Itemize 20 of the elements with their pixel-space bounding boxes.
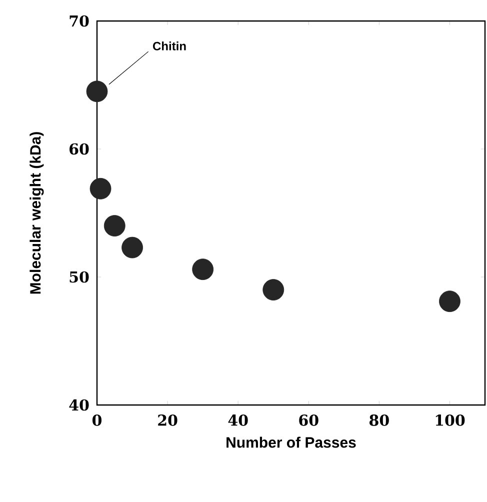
point: [262, 279, 284, 300]
x-tick-label: 0: [92, 414, 102, 426]
x-tick-label: 80: [370, 414, 389, 426]
point: [192, 258, 214, 280]
annotation: Chitin: [153, 42, 186, 50]
x-tick-label: 100: [436, 414, 465, 426]
y-tick-label: 40: [69, 399, 89, 411]
y-tick-label: 50: [70, 271, 89, 283]
y-tick-label: 60: [70, 143, 89, 155]
point: [90, 178, 112, 200]
y-axis-title: Molecular weight (kDa): [30, 132, 44, 294]
x-tick-label: 40: [228, 414, 248, 426]
point: [439, 290, 460, 312]
point: [122, 236, 143, 258]
x-tick-label: 60: [299, 414, 318, 426]
y-tick-label: 70: [70, 15, 89, 27]
x-axis-title: Number of Passes: [226, 436, 356, 448]
x-tick-label: 20: [158, 414, 178, 426]
point: [86, 80, 108, 102]
point: [104, 215, 126, 236]
